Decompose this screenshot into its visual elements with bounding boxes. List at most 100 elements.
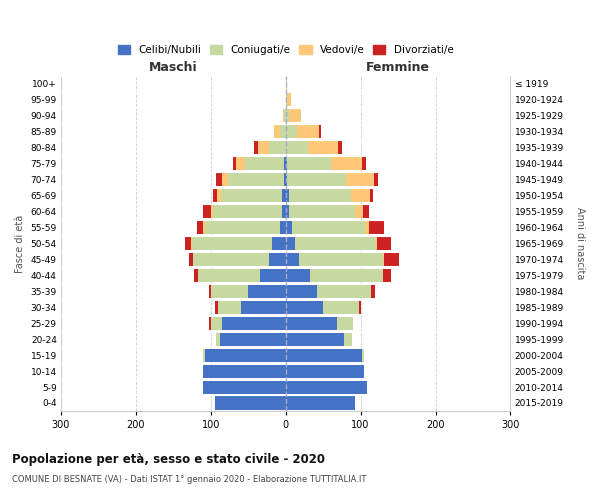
Bar: [286, 348, 362, 362]
Bar: [338, 141, 342, 154]
Bar: [282, 189, 286, 202]
Bar: [286, 78, 287, 90]
Bar: [191, 237, 192, 250]
Legend: Celibi/Nubili, Coniugati/e, Vedovi/e, Divorziati/e: Celibi/Nubili, Coniugati/e, Vedovi/e, Di…: [114, 41, 458, 60]
Bar: [286, 126, 297, 138]
Bar: [215, 396, 286, 409]
Bar: [203, 348, 205, 362]
Bar: [310, 269, 383, 282]
Bar: [222, 173, 228, 186]
Bar: [362, 157, 366, 170]
Bar: [260, 269, 286, 282]
Bar: [203, 221, 205, 234]
Bar: [284, 157, 286, 170]
Bar: [286, 221, 292, 234]
Bar: [269, 141, 286, 154]
Bar: [222, 316, 286, 330]
Bar: [286, 332, 344, 345]
Bar: [213, 189, 217, 202]
Bar: [203, 380, 286, 394]
Bar: [287, 173, 346, 186]
Bar: [233, 157, 236, 170]
Bar: [292, 221, 365, 234]
Bar: [295, 237, 376, 250]
Bar: [274, 126, 280, 138]
Bar: [189, 253, 193, 266]
Bar: [371, 285, 375, 298]
Y-axis label: Fasce di età: Fasce di età: [15, 214, 25, 272]
Bar: [284, 110, 286, 122]
Bar: [365, 221, 369, 234]
Bar: [286, 141, 308, 154]
Bar: [269, 253, 286, 266]
Bar: [217, 189, 221, 202]
Bar: [286, 157, 287, 170]
Text: Popolazione per età, sesso e stato civile - 2020: Popolazione per età, sesso e stato civil…: [12, 452, 325, 466]
Bar: [248, 285, 286, 298]
Bar: [351, 189, 370, 202]
Bar: [286, 110, 289, 122]
Bar: [286, 173, 287, 186]
Bar: [383, 269, 391, 282]
Text: Femmine: Femmine: [366, 60, 430, 74]
Bar: [384, 253, 399, 266]
Bar: [287, 157, 331, 170]
Bar: [286, 380, 367, 394]
Bar: [286, 364, 364, 378]
Bar: [383, 253, 384, 266]
Bar: [337, 316, 353, 330]
Bar: [198, 269, 260, 282]
Bar: [282, 205, 286, 218]
Bar: [185, 237, 191, 250]
Bar: [194, 269, 198, 282]
Bar: [216, 332, 220, 345]
Bar: [297, 126, 319, 138]
Bar: [286, 316, 337, 330]
Bar: [286, 300, 323, 314]
Text: COMUNE DI BESNATE (VA) - Dati ISTAT 1° gennaio 2020 - Elaborazione TUTTITALIA.IT: COMUNE DI BESNATE (VA) - Dati ISTAT 1° g…: [12, 475, 367, 484]
Bar: [211, 285, 248, 298]
Bar: [363, 205, 369, 218]
Bar: [203, 205, 211, 218]
Bar: [289, 205, 355, 218]
Y-axis label: Anni di nascita: Anni di nascita: [575, 208, 585, 280]
Bar: [254, 141, 258, 154]
Bar: [272, 237, 286, 250]
Bar: [319, 126, 321, 138]
Bar: [286, 285, 317, 298]
Bar: [211, 205, 213, 218]
Bar: [192, 237, 272, 250]
Bar: [221, 189, 282, 202]
Bar: [209, 316, 211, 330]
Bar: [283, 110, 284, 122]
Bar: [220, 332, 286, 345]
Bar: [280, 221, 286, 234]
Bar: [317, 285, 371, 298]
Bar: [286, 189, 289, 202]
Bar: [299, 253, 383, 266]
Bar: [213, 205, 282, 218]
Bar: [280, 126, 286, 138]
Bar: [370, 189, 373, 202]
Bar: [203, 364, 286, 378]
Bar: [197, 221, 203, 234]
Bar: [289, 189, 351, 202]
Bar: [376, 237, 377, 250]
Bar: [286, 205, 289, 218]
Bar: [287, 94, 291, 106]
Bar: [286, 269, 310, 282]
Bar: [258, 141, 269, 154]
Bar: [362, 348, 364, 362]
Bar: [211, 316, 222, 330]
Bar: [228, 173, 284, 186]
Bar: [374, 173, 378, 186]
Bar: [359, 300, 361, 314]
Bar: [286, 237, 295, 250]
Bar: [369, 221, 384, 234]
Bar: [308, 141, 338, 154]
Bar: [344, 332, 352, 345]
Bar: [193, 253, 269, 266]
Bar: [346, 173, 374, 186]
Bar: [286, 253, 299, 266]
Bar: [205, 348, 286, 362]
